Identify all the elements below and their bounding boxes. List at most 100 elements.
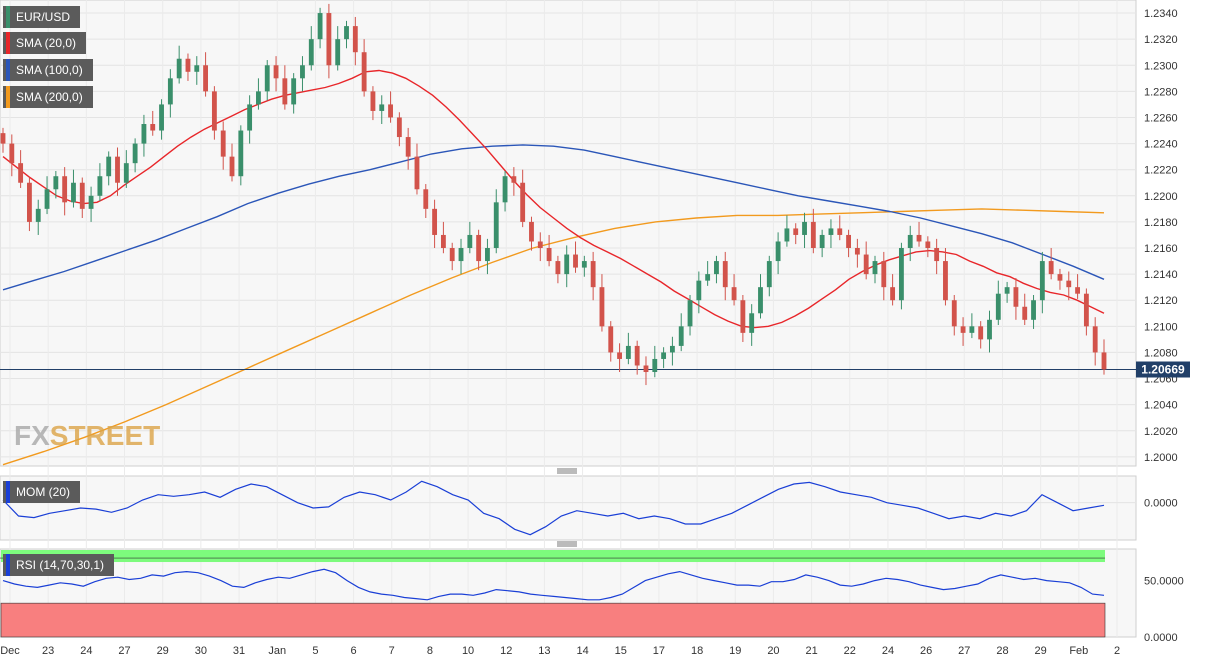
candle-body	[529, 221, 534, 242]
candle-body	[326, 13, 332, 66]
mom-y-tick-label: 0.0000	[1144, 498, 1178, 510]
y-tick-label: 1.2040	[1144, 400, 1178, 412]
candle-body	[502, 176, 508, 203]
candle-body	[802, 221, 807, 235]
candle-body	[810, 221, 816, 249]
candle-body	[652, 358, 658, 373]
candle-body	[440, 234, 446, 249]
legend-mom[interactable]: MOM (20)	[3, 481, 80, 503]
candle-body	[123, 163, 129, 183]
candle-body	[1004, 287, 1010, 294]
legend-sma100[interactable]: SMA (100,0)	[3, 59, 93, 81]
candle-body	[854, 248, 860, 255]
candle-body	[458, 248, 464, 262]
y-tick-label: 1.2340	[1144, 8, 1178, 20]
legend-sma20-label: SMA (20,0)	[16, 36, 77, 50]
current-price-badge: 1.20669	[1136, 361, 1190, 378]
candle-body	[370, 91, 376, 111]
candle-body	[53, 176, 59, 190]
candle-body	[176, 58, 182, 79]
panel-resize-handle[interactable]	[557, 468, 577, 474]
candle-body	[819, 234, 825, 249]
grid	[0, 0, 1136, 637]
candle-body	[273, 65, 279, 79]
candle-body	[247, 104, 253, 131]
rsi-overbought-band	[1, 550, 1105, 563]
candle-body	[9, 143, 15, 164]
legend-symbol-label: EUR/USD	[16, 10, 71, 24]
candle-body	[828, 228, 834, 235]
candle-body	[916, 234, 922, 242]
y-tick-label: 1.2140	[1144, 269, 1178, 281]
candle-body	[678, 326, 684, 346]
candle-body	[62, 176, 68, 203]
candle-body	[687, 300, 693, 327]
candle-body	[898, 248, 904, 301]
legend-rsi-label: RSI (14,70,30,1)	[16, 558, 105, 572]
legend-rsi[interactable]: RSI (14,70,30,1)	[3, 554, 115, 576]
candle-body	[141, 124, 147, 144]
x-tick-label: 19	[729, 645, 741, 657]
sma200-line	[2, 208, 1105, 466]
y-tick-label: 1.2160	[1144, 243, 1178, 255]
mom-swatch	[6, 481, 10, 503]
sma-layer	[0, 69, 1136, 466]
candle-body	[696, 280, 702, 301]
x-tick-label: 18	[691, 645, 703, 657]
candle-body	[758, 287, 763, 314]
candle-body	[467, 234, 473, 249]
candle-body	[0, 133, 6, 144]
x-tick-label: 7	[389, 645, 395, 657]
sma20-line	[2, 69, 1105, 329]
legend-symbol[interactable]: EUR/USD	[3, 6, 81, 28]
candle-body	[344, 26, 349, 40]
candle-body	[625, 345, 631, 359]
candle-body	[837, 228, 843, 235]
candle-body	[150, 124, 156, 131]
candle-body	[766, 261, 772, 288]
candle-body	[238, 130, 244, 177]
candle-body	[907, 234, 913, 249]
candle-body	[203, 65, 209, 92]
x-tick-label: 6	[350, 645, 356, 657]
sma200-swatch	[6, 86, 10, 108]
main-panel	[0, 0, 1137, 467]
candle-body	[1031, 300, 1036, 320]
panel-resize-handle[interactable]	[557, 541, 577, 547]
y-tick-label: 1.2300	[1144, 60, 1178, 72]
y-tick-label: 1.2240	[1144, 139, 1178, 151]
candle-body	[969, 326, 975, 333]
candle-body	[1101, 352, 1107, 370]
candle-body	[308, 39, 314, 66]
candle-body	[423, 189, 429, 209]
candle-body	[476, 234, 482, 262]
x-tick-label: 5	[312, 645, 318, 657]
candle-body	[264, 65, 270, 92]
y-tick-label: 1.2000	[1144, 452, 1178, 464]
candle-body	[925, 241, 931, 249]
x-tick-label: 15	[615, 645, 627, 657]
price-axis: 1.20001.20201.20401.20601.20801.21001.21…	[1144, 8, 1178, 464]
rsi-y-tick-label: 50.0000	[1144, 576, 1184, 588]
candle-body	[537, 241, 543, 249]
candle-body	[493, 202, 499, 249]
candle-body	[546, 248, 552, 262]
candle-body	[775, 241, 781, 262]
candle-body	[1057, 274, 1063, 281]
candle-body	[987, 319, 992, 340]
candle-body	[1048, 261, 1054, 275]
mom-line	[2, 480, 1105, 536]
x-tick-label: 21	[805, 645, 817, 657]
candle-body	[1092, 326, 1098, 353]
rsi-y-tick-label: 0.0000	[1144, 632, 1178, 644]
candle-body	[35, 208, 41, 222]
candle-body	[617, 352, 622, 359]
sma20-swatch	[6, 32, 10, 54]
y-tick-label: 1.2220	[1144, 165, 1178, 177]
legend-mom-label: MOM (20)	[16, 485, 70, 499]
candle-body	[863, 254, 869, 275]
candle-body	[634, 345, 640, 366]
y-tick-label: 1.2280	[1144, 86, 1178, 98]
legend-sma20[interactable]: SMA (20,0)	[3, 32, 87, 54]
legend-sma200[interactable]: SMA (200,0)	[3, 86, 93, 108]
